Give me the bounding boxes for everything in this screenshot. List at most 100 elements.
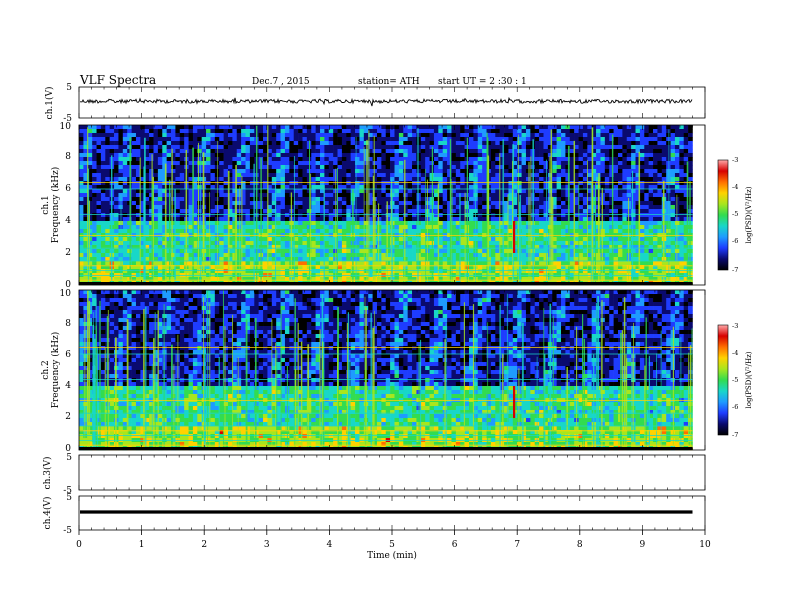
spectrogram-cell [604, 189, 610, 194]
spectrogram-cell [267, 129, 273, 134]
spectrogram-cell [508, 185, 514, 190]
spectrogram-cell [284, 265, 290, 270]
spectrogram-cell [333, 165, 338, 170]
spectrogram-cell [679, 245, 685, 250]
spectrogram-cell [368, 229, 373, 234]
spectrogram-cell [477, 249, 483, 254]
spectrogram-cell [122, 229, 128, 234]
spectrogram-cell [674, 169, 680, 174]
spectrogram-cell [232, 205, 238, 210]
spectrogram-cell [565, 197, 571, 202]
spectrogram-cell [416, 221, 422, 226]
spectrogram-cell [376, 221, 382, 226]
spectrogram-cell [175, 225, 181, 230]
spectrogram-cell [140, 237, 146, 242]
spectrogram-cell [341, 261, 347, 266]
spectrogram-cell [635, 245, 641, 250]
spectrogram-cell [653, 237, 658, 242]
spectrogram-cell [241, 129, 246, 134]
spectrogram-cell [569, 193, 575, 198]
spectrogram-cell [114, 177, 119, 182]
spectrogram-cell [451, 129, 457, 134]
spectrogram-cell [346, 193, 351, 198]
spectrogram-cell [683, 245, 689, 250]
spectrogram-cell [412, 153, 417, 158]
spectrogram-cell [604, 185, 610, 190]
spectrogram-cell [263, 249, 268, 254]
spectrogram-cell [188, 189, 194, 194]
spectrogram-cell [648, 261, 654, 266]
spectrogram-cell [157, 229, 163, 234]
spectrogram-cell [337, 229, 343, 234]
spectrogram-cell [355, 193, 360, 198]
spectrogram-cell [236, 205, 242, 210]
spectrogram-cell [100, 209, 106, 214]
spectrogram-cell [635, 229, 641, 234]
spectrogram-cell [376, 157, 382, 162]
spectrogram-cell [363, 217, 369, 222]
spectrogram-cell [280, 141, 286, 146]
spectrogram-cell [96, 141, 102, 146]
spectrogram-cell [341, 129, 347, 134]
spectrogram-cell [604, 169, 610, 174]
spectrogram-cell [249, 141, 255, 146]
spectrogram-cell [157, 249, 163, 254]
spectrogram-cell [175, 133, 181, 138]
spectrogram-cell [679, 133, 685, 138]
spectrogram-cell [83, 133, 89, 138]
spectrogram-cell [508, 133, 514, 138]
spectrogram-cell [293, 181, 299, 186]
spectrogram-cell [140, 225, 146, 230]
spectrogram-cell [328, 261, 334, 266]
spectrogram-cell [324, 189, 330, 194]
spectrogram-cell [79, 229, 84, 234]
spectrogram-cell [232, 241, 238, 246]
spectrogram-cell [587, 181, 592, 186]
spectrogram-cell [210, 133, 216, 138]
spectrogram-cell [674, 241, 680, 246]
spectrogram-cell [280, 173, 286, 178]
spectrogram-cell [355, 209, 360, 214]
spectrogram-cell [451, 229, 457, 234]
spectrogram-cell [477, 161, 483, 166]
spectrogram-cell [394, 217, 400, 222]
spectrogram-cell [617, 177, 623, 182]
spectrogram-cell [657, 185, 663, 190]
spectrogram-cell [648, 173, 654, 178]
spectrogram-cell [416, 169, 422, 174]
spectrogram-cell [267, 205, 273, 210]
spectrogram-cell [280, 249, 286, 254]
spectrogram-cell [105, 141, 110, 146]
spectrogram-cell [495, 237, 500, 242]
spectrogram-cell [639, 149, 645, 154]
spectrogram-cell [131, 165, 137, 170]
spectrogram-cell [324, 153, 330, 158]
spectrogram-cell [175, 245, 181, 250]
spectrogram-cell [661, 165, 667, 170]
spectrogram-cell [556, 157, 562, 162]
spectrogram-cell [407, 229, 413, 234]
spectrogram-cell [315, 185, 321, 190]
spectrogram-cell [394, 129, 400, 134]
spectrogram-cell [635, 177, 641, 182]
spectrogram-cell [543, 125, 549, 130]
spectrogram-cell [298, 169, 303, 174]
spectrogram-cell [276, 249, 281, 254]
spectrogram-cell [118, 145, 124, 150]
spectrogram-cell [131, 141, 137, 146]
spectrogram-cell [92, 185, 97, 190]
spectrogram-cell [622, 189, 628, 194]
spectrogram-cell [188, 141, 194, 146]
spectrogram-cell [298, 213, 303, 218]
spectrogram-cell [381, 253, 387, 258]
spectrogram-cell [683, 185, 689, 190]
spectrogram-cell [245, 149, 251, 154]
spectrogram-cell [157, 237, 163, 242]
spectrogram-cell [390, 161, 395, 166]
spectrogram-cell [552, 225, 557, 230]
spectrogram-cell [644, 193, 649, 198]
spectrogram-cell [263, 225, 268, 230]
spectrogram-cell [144, 153, 150, 158]
spectrogram-cell [565, 249, 571, 254]
spectrogram-cell [433, 265, 439, 270]
